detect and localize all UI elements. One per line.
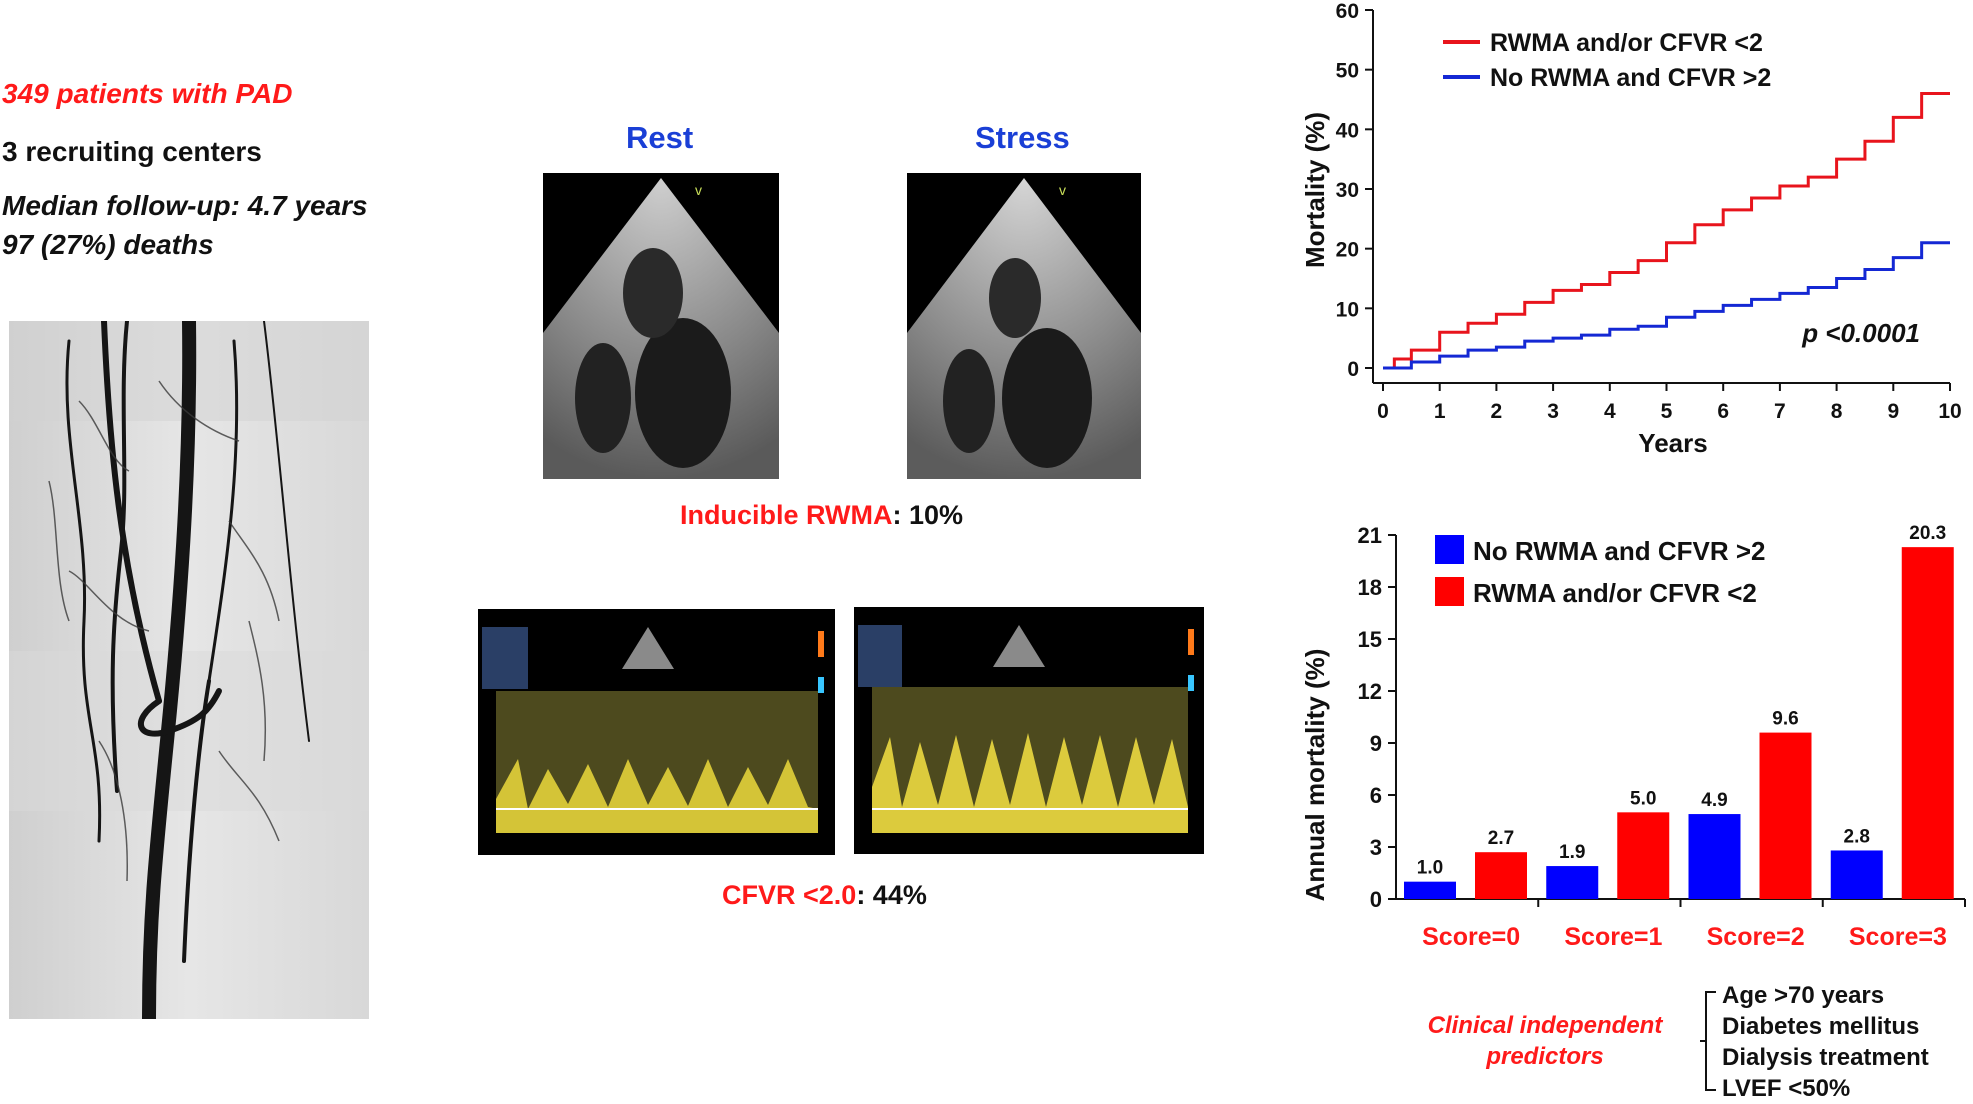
bar-no-rwma <box>1688 814 1741 899</box>
bar-rwma <box>1617 812 1670 899</box>
x-tick-label: 7 <box>1774 400 1786 423</box>
y-tick-label: 50 <box>1336 60 1359 83</box>
bar-value-label: 5.0 <box>1630 788 1656 809</box>
cfvr-label: CFVR <2.0 <box>722 880 857 910</box>
rwma-label: Inducible RWMA <box>680 500 893 530</box>
angiography-image <box>9 314 369 1026</box>
y-tick-label: 9 <box>1370 731 1382 756</box>
line-chart-xlabel: Years <box>1638 428 1707 458</box>
bar-value-label: 1.9 <box>1559 842 1585 863</box>
x-tick-label: 0 <box>1377 400 1389 423</box>
y-tick-label: 3 <box>1370 835 1382 860</box>
rest-label: Rest <box>626 120 694 155</box>
x-tick-label: 6 <box>1717 400 1729 423</box>
line-chart-ylabel: Mortality (%) <box>1300 112 1330 268</box>
bar-value-label: 1.0 <box>1417 858 1443 879</box>
x-tick-label: 5 <box>1661 400 1673 423</box>
rwma-result: Inducible RWMA: 10% <box>680 500 963 531</box>
predictor-item: LVEF <50% <box>1722 1075 1851 1102</box>
rest-echo-image: v <box>543 173 779 479</box>
y-tick-label: 15 <box>1358 627 1382 652</box>
series-line-no-rwma <box>1383 241 1950 370</box>
bar-rwma <box>1759 732 1812 899</box>
cfvr-result: CFVR <2.0: 44% <box>722 880 927 911</box>
legend-label: No RWMA and CFVR >2 <box>1473 536 1766 566</box>
bar-rwma <box>1475 852 1527 899</box>
bar-value-label: 2.7 <box>1488 828 1514 849</box>
doppler-rest-image <box>478 609 835 855</box>
bar-no-rwma <box>1404 881 1456 899</box>
predictors-bracket <box>1700 991 1716 1091</box>
bar-no-rwma <box>1546 866 1599 899</box>
clinical-predictors-line1: Clinical independent <box>1427 1012 1663 1039</box>
y-tick-label: 18 <box>1358 575 1382 600</box>
y-tick-label: 21 <box>1358 523 1382 548</box>
cfvr-value: : 44% <box>856 880 927 910</box>
doppler-stress-image <box>854 607 1204 854</box>
category-label: Score=0 <box>1422 923 1520 951</box>
bar-value-label: 20.3 <box>1909 523 1946 544</box>
rwma-value: : 10% <box>892 500 964 530</box>
legend-swatch <box>1435 535 1464 564</box>
legend-swatch <box>1435 577 1464 606</box>
clinical-predictors-line2: predictors <box>1486 1043 1604 1070</box>
y-tick-label: 30 <box>1336 179 1359 202</box>
category-label: Score=1 <box>1564 923 1662 951</box>
y-tick-label: 40 <box>1336 119 1359 142</box>
clinical-predictors-label: Clinical independent predictors <box>1410 1010 1680 1072</box>
series-line-rwma <box>1383 92 1950 370</box>
svg-text:v: v <box>1059 182 1066 198</box>
y-tick-label: 60 <box>1336 0 1359 23</box>
x-tick-label: 8 <box>1831 400 1843 423</box>
predictors-list: Age >70 years Diabetes mellitus Dialysis… <box>1722 980 1929 1104</box>
deaths-text: 97 (27%) deaths <box>2 229 214 260</box>
x-tick-label: 10 <box>1938 400 1961 423</box>
predictor-item: Diabetes mellitus <box>1722 1013 1920 1040</box>
y-tick-label: 6 <box>1370 783 1382 808</box>
patients-text: 349 patients with PAD <box>2 78 293 109</box>
y-tick-label: 20 <box>1336 239 1359 262</box>
y-tick-label: 12 <box>1358 679 1382 704</box>
centers-text: 3 recruiting centers <box>2 136 262 167</box>
legend-label: No RWMA and CFVR >2 <box>1490 64 1771 92</box>
bar-chart-ylabel: Annual mortality (%) <box>1300 649 1330 902</box>
bar-value-label: 9.6 <box>1772 709 1798 730</box>
category-label: Score=3 <box>1849 923 1947 951</box>
legend-label: RWMA and/or CFVR <2 <box>1490 29 1763 57</box>
stress-label: Stress <box>975 120 1070 155</box>
x-tick-label: 4 <box>1604 400 1616 423</box>
svg-text:v: v <box>695 182 702 198</box>
y-tick-label: 0 <box>1370 887 1382 912</box>
followup-text: Median follow-up: 4.7 years <box>2 190 368 221</box>
predictor-item: Age >70 years <box>1722 982 1885 1009</box>
x-tick-label: 2 <box>1491 400 1503 423</box>
bar-rwma <box>1901 547 1954 899</box>
y-tick-label: 10 <box>1336 298 1359 321</box>
predictor-item: Dialysis treatment <box>1722 1044 1929 1071</box>
annual-mortality-bar-chart: 0 3 6 9 12 15 18 21 1.0 2.7 Score=0 1.9 5.0 Score=1 4.… <box>1300 523 1966 951</box>
mortality-line-chart: 0 10 20 30 40 50 60 0 1 2 3 4 5 6 7 8 9 10 RWMA and/or CFV… <box>1300 0 1962 458</box>
legend-label: RWMA and/or CFVR <2 <box>1473 578 1757 608</box>
category-label: Score=2 <box>1707 923 1805 951</box>
y-tick-label: 0 <box>1347 358 1359 381</box>
x-tick-label: 1 <box>1434 400 1446 423</box>
x-tick-label: 9 <box>1887 400 1899 423</box>
p-value-annotation: p <0.0001 <box>1801 318 1920 348</box>
bar-value-label: 2.8 <box>1844 826 1870 847</box>
bar-value-label: 4.9 <box>1701 790 1727 811</box>
x-tick-label: 3 <box>1547 400 1559 423</box>
bar-no-rwma <box>1830 850 1883 899</box>
stress-echo-image: v <box>907 173 1141 479</box>
